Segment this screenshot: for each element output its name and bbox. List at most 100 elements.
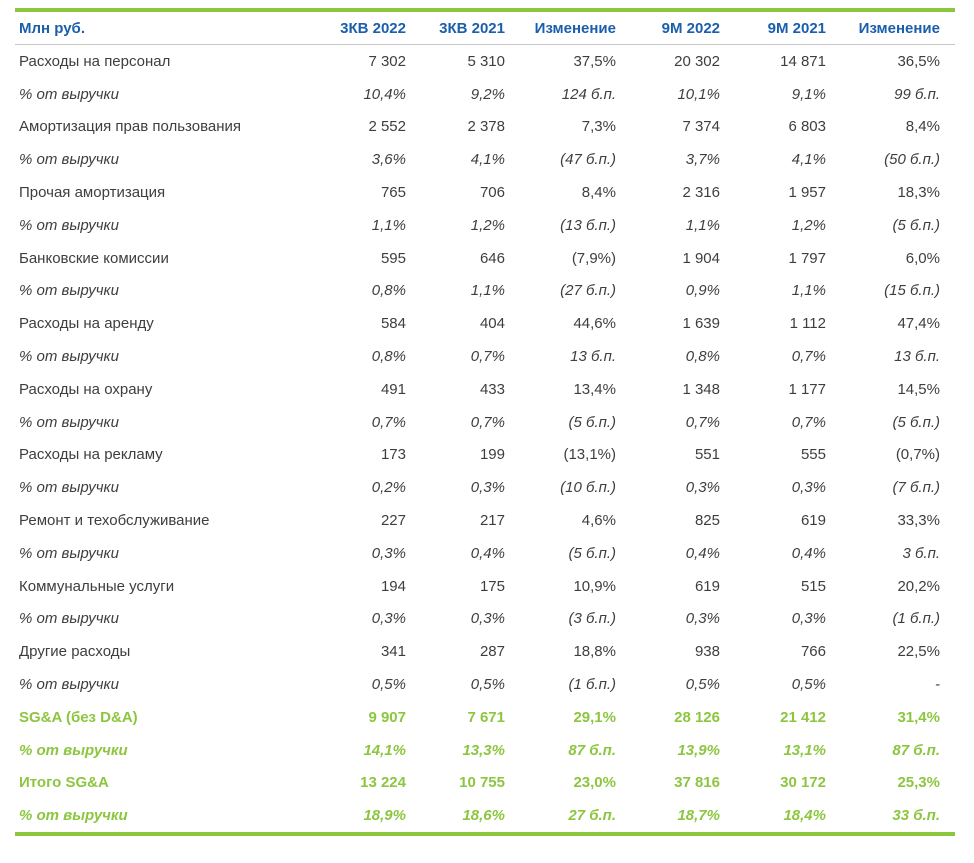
- table-row: % от выручки 0,8% 0,7% 13 б.п. 0,8% 0,7% 13 б.…: [15, 340, 955, 373]
- cell-value: 10,9%: [573, 577, 616, 595]
- cell-value: 13,3%: [462, 741, 505, 759]
- cell-value: 6 803: [788, 118, 826, 136]
- cell-value: 646: [479, 249, 505, 267]
- cell-value: 0,7%: [470, 348, 505, 366]
- table-row: % от выручки 10,4% 9,2% 124 б.п. 10,1% 9,1% 99…: [15, 78, 955, 111]
- column-header: Изменение: [826, 10, 955, 45]
- table-row: Амортизация прав пользования 2 552 2 378 7,…: [15, 111, 955, 144]
- cell-value: 3,7%: [685, 151, 720, 169]
- cell-value: 23,0%: [573, 774, 616, 792]
- cell-value: 7,3%: [581, 118, 616, 136]
- cell-value: 0,5%: [371, 676, 406, 694]
- cell-value: (7,9%): [571, 249, 616, 267]
- cell-value: 25,3%: [897, 774, 940, 792]
- row-label: % от выручки: [19, 282, 119, 300]
- cell-value: (5 б.п.): [892, 413, 940, 431]
- cell-value: 515: [800, 577, 826, 595]
- cell-value: 20,2%: [897, 577, 940, 595]
- cell-value: 1 797: [788, 249, 826, 267]
- cell-value: 0,3%: [685, 610, 720, 628]
- cell-value: (50 б.п.): [884, 151, 940, 169]
- row-label: % от выручки: [19, 741, 128, 759]
- cell-value: (5 б.п.): [568, 413, 616, 431]
- cell-value: 0,3%: [685, 479, 720, 497]
- cell-value: 18,3%: [897, 184, 940, 202]
- cell-value: 10,1%: [677, 85, 720, 103]
- cell-value: 4,6%: [581, 512, 616, 530]
- cell-value: 173: [380, 446, 406, 464]
- cell-value: 1,1%: [470, 282, 505, 300]
- row-label: % от выручки: [19, 676, 119, 694]
- cell-value: 3 б.п.: [902, 544, 940, 562]
- table-row: % от выручки 14,1% 13,3% 87 б.п. 13,9% 13,1% 8…: [15, 734, 955, 767]
- cell-value: 13 б.п.: [894, 348, 940, 366]
- cell-value: 706: [479, 184, 505, 202]
- cell-value: 2 316: [682, 184, 720, 202]
- cell-value: 7 302: [368, 52, 406, 70]
- cell-value: 1,1%: [371, 216, 406, 234]
- table-row: Ремонт и техобслуживание 227 217 4,6% 825 619…: [15, 504, 955, 537]
- cell-value: 199: [479, 446, 505, 464]
- cell-value: (7 б.п.): [892, 479, 940, 497]
- cell-value: 0,8%: [371, 282, 406, 300]
- cell-value: 1 177: [788, 380, 826, 398]
- cell-value: 1 639: [682, 315, 720, 333]
- cell-value: 619: [800, 512, 826, 530]
- cell-value: (10 б.п.): [560, 479, 616, 497]
- cell-value: 30 172: [780, 774, 826, 792]
- cell-value: 21 412: [780, 708, 826, 726]
- row-label: % от выручки: [19, 544, 119, 562]
- cell-value: 124 б.п.: [561, 85, 616, 103]
- cell-value: (1 б.п.): [892, 610, 940, 628]
- cell-value: 9,2%: [470, 85, 505, 103]
- cell-value: 9,1%: [791, 85, 826, 103]
- table-row: % от выручки 1,1% 1,2% (13 б.п.) 1,1% 1,2% (5 …: [15, 209, 955, 242]
- cell-value: 433: [479, 380, 505, 398]
- cell-value: 0,8%: [685, 348, 720, 366]
- cell-value: -: [935, 676, 940, 694]
- row-label: Расходы на охрану: [19, 380, 153, 398]
- cell-value: 18,6%: [462, 807, 505, 825]
- cell-value: 175: [479, 577, 505, 595]
- cell-value: 28 126: [674, 708, 720, 726]
- cell-value: 341: [380, 643, 406, 661]
- cell-value: 0,3%: [371, 610, 406, 628]
- table-row: % от выручки 0,3% 0,3% (3 б.п.) 0,3% 0,3% (1 б…: [15, 603, 955, 636]
- table-row: Банковские комиссии 595 646 (7,9%) 1 904 1 79…: [15, 242, 955, 275]
- cell-value: 0,5%: [685, 676, 720, 694]
- cell-value: 555: [800, 446, 826, 464]
- cell-value: 194: [380, 577, 406, 595]
- cell-value: (0,7%): [895, 446, 940, 464]
- table-row: Коммунальные услуги 194 175 10,9% 619 515 20,2…: [15, 570, 955, 603]
- cell-value: 0,8%: [371, 348, 406, 366]
- cell-value: 595: [380, 249, 406, 267]
- cell-value: 0,5%: [470, 676, 505, 694]
- cell-value: 0,9%: [685, 282, 720, 300]
- cell-value: 0,3%: [470, 479, 505, 497]
- cell-value: 0,5%: [791, 676, 826, 694]
- cell-value: 765: [380, 184, 406, 202]
- cell-value: 14 871: [780, 52, 826, 70]
- cell-value: (13 б.п.): [560, 216, 616, 234]
- cell-value: 18,4%: [783, 807, 826, 825]
- cell-value: 0,7%: [791, 413, 826, 431]
- cell-value: (5 б.п.): [892, 216, 940, 234]
- cell-value: 2 378: [467, 118, 505, 136]
- cell-value: 99 б.п.: [894, 85, 940, 103]
- cell-value: 0,3%: [470, 610, 505, 628]
- cell-value: 0,3%: [791, 610, 826, 628]
- table-row: Другие расходы 341 287 18,8% 938 766 22,5%: [15, 635, 955, 668]
- cell-value: 13 б.п.: [570, 348, 616, 366]
- cell-value: 227: [380, 512, 406, 530]
- column-header: 9М 2022: [616, 10, 720, 45]
- cell-value: 8,4%: [581, 184, 616, 202]
- cell-value: 938: [694, 643, 720, 661]
- table-row: SG&A (без D&A) 9 907 7 671 29,1% 28 126 21 41…: [15, 701, 955, 734]
- cell-value: 14,1%: [363, 741, 406, 759]
- cell-value: 8,4%: [905, 118, 940, 136]
- cell-value: 0,4%: [685, 544, 720, 562]
- row-label: Ремонт и техобслуживание: [19, 512, 210, 530]
- column-header: 3КВ 2021: [406, 10, 505, 45]
- cell-value: 27 б.п.: [568, 807, 616, 825]
- cell-value: 0,3%: [791, 479, 826, 497]
